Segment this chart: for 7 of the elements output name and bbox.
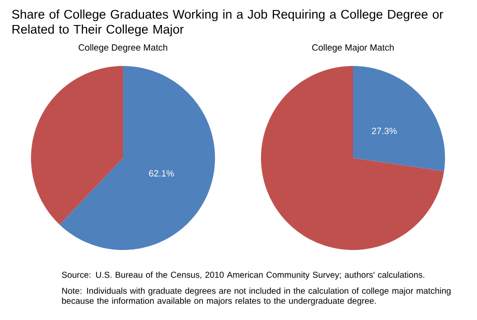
text: Share of College Graduates Working in a Job Requiring a College Degree or Related to Their College Major <box>12 10 444 36</box>
source-note: Source: U.S. Bureau of the Census, 2010 American Community Survey; authors' calculations. <box>62 272 424 280</box>
text: Note: Individuals with graduate degrees are not included in the calculation of college major matching because the information available on majors relates to the undergraduate degree. <box>62 288 450 306</box>
data-label: 62.1% <box>149 170 174 177</box>
chart-title: College Major Match <box>312 44 394 52</box>
chart-title: College Degree Match <box>78 44 168 52</box>
data-label: 27.3% <box>372 128 397 134</box>
